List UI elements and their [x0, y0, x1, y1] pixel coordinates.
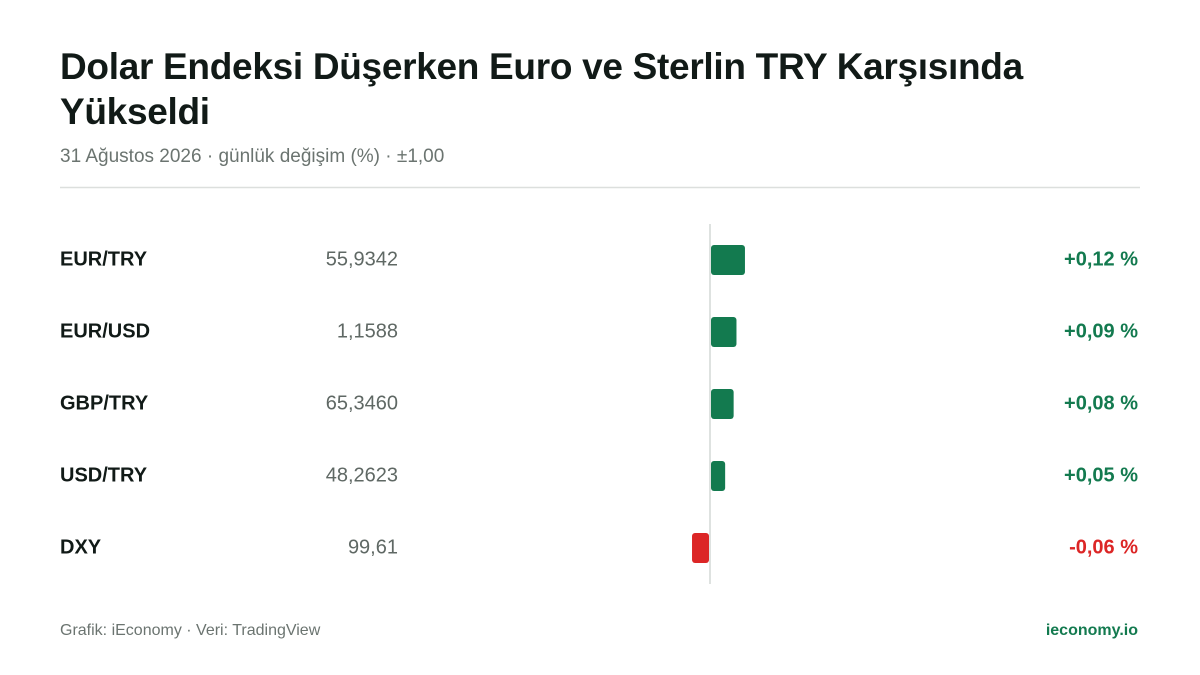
category-label: GBP/TRY [60, 392, 149, 414]
price-label: 48,2623 [326, 464, 398, 486]
price-label: 99,61 [348, 536, 398, 558]
category-label: DXY [60, 536, 102, 558]
value-label: +0,09 % [1064, 320, 1138, 342]
bar [711, 317, 737, 347]
value-label: -0,06 % [1069, 536, 1138, 558]
price-label: 65,3460 [326, 392, 398, 414]
bar [711, 245, 745, 275]
chart-subtitle: 31 Ağustos 2026 · günlük değişim (%) · ±… [60, 146, 445, 167]
bar [692, 533, 709, 563]
category-label: USD/TRY [60, 464, 148, 486]
chart-title: Dolar Endeksi Düşerken Euro ve Sterlin T… [60, 46, 1023, 132]
category-label: EUR/USD [60, 320, 150, 342]
value-label: +0,12 % [1064, 248, 1138, 270]
price-label: 1,1588 [337, 320, 398, 342]
bar [711, 389, 734, 419]
value-label: +0,05 % [1064, 464, 1138, 486]
bar [711, 461, 726, 491]
category-label: EUR/TRY [60, 248, 148, 270]
value-label: +0,08 % [1064, 392, 1138, 414]
source: Grafik: iEconomy · Veri: TradingView [60, 622, 321, 639]
brand: ieconomy.io [1046, 622, 1138, 639]
price-label: 55,9342 [326, 248, 398, 270]
